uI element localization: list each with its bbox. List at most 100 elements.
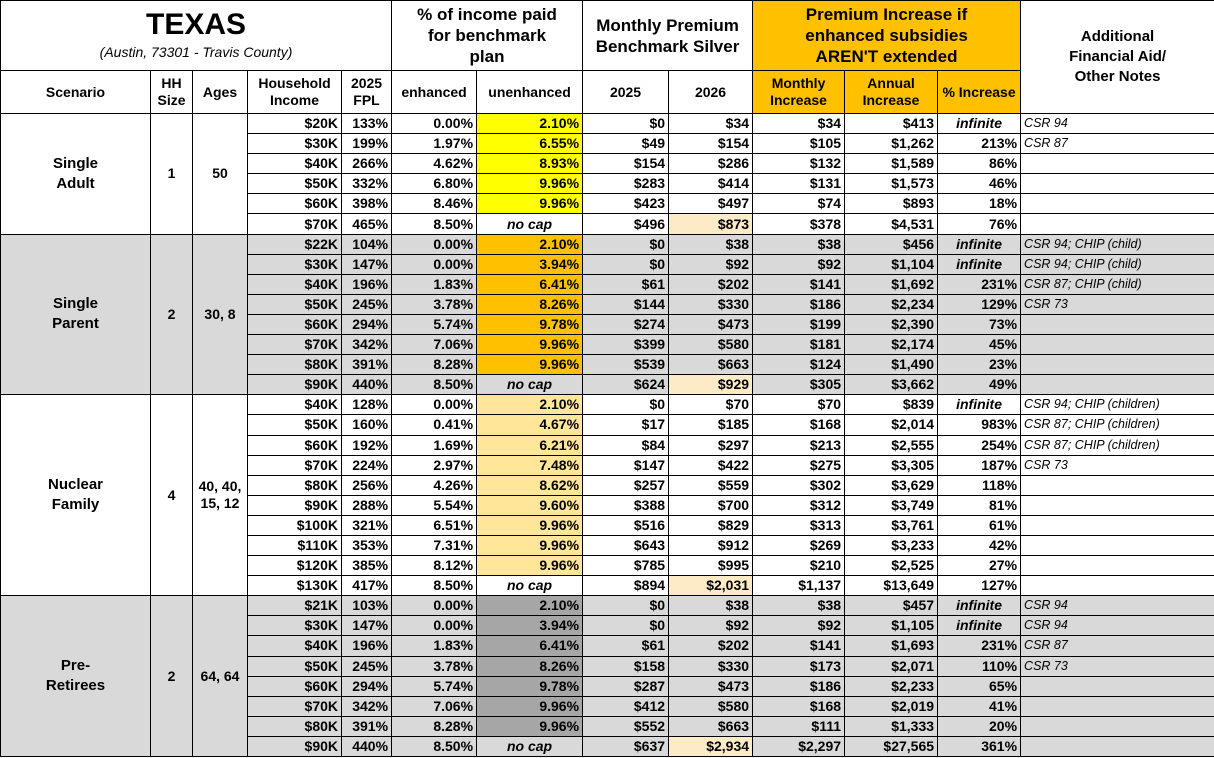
cell: $287 bbox=[582, 675, 670, 697]
cell: $2,934 bbox=[668, 735, 754, 758]
cell: $456 bbox=[844, 233, 939, 255]
cell: $274 bbox=[582, 313, 670, 336]
cell: 9.78% bbox=[476, 675, 584, 697]
group-header: Monthly Premium Benchmark Silver bbox=[582, 0, 754, 71]
cell: $141 bbox=[752, 635, 846, 657]
cell: $70 bbox=[752, 394, 846, 416]
note-cell bbox=[1020, 675, 1214, 697]
cell: 8.26% bbox=[476, 655, 584, 677]
cell: $30K bbox=[247, 133, 342, 155]
cell: $2,390 bbox=[844, 313, 939, 336]
note: CSR 87; CHIP (children) bbox=[1020, 414, 1214, 436]
cell: $3,305 bbox=[844, 454, 939, 476]
cell: 6.80% bbox=[391, 173, 478, 195]
cell: $0 bbox=[582, 615, 670, 637]
group-header: Premium Increase if enhanced subsidies A… bbox=[752, 0, 1022, 71]
cell: $312 bbox=[752, 494, 846, 516]
cell: $2,031 bbox=[668, 575, 754, 597]
cell: 20% bbox=[937, 715, 1022, 737]
cell: $637 bbox=[582, 735, 670, 758]
note-cell bbox=[1020, 494, 1214, 516]
title: TEXAS bbox=[146, 8, 247, 41]
cell: $0 bbox=[582, 253, 670, 275]
cell: 294% bbox=[340, 675, 393, 697]
cell: 6.41% bbox=[476, 273, 584, 295]
cell: $141 bbox=[752, 273, 846, 295]
cell: $2,233 bbox=[844, 675, 939, 697]
cell: $829 bbox=[668, 514, 754, 536]
cell: $30K bbox=[247, 253, 342, 275]
cell: 9.96% bbox=[476, 334, 584, 356]
cell: 0.00% bbox=[391, 615, 478, 637]
table-row: $130K 417% 8.50% no cap $894 $2,031 $1,137 $13,… bbox=[0, 575, 1214, 597]
cell: $643 bbox=[582, 534, 670, 557]
note: CSR 87 bbox=[1020, 133, 1214, 155]
table-row: $110K 353% 7.31% 9.96% $643 $912 $269 $3,233 42% bbox=[0, 534, 1214, 557]
cell: $105 bbox=[752, 133, 846, 155]
cell: $40K bbox=[247, 273, 342, 295]
cell: $2,071 bbox=[844, 655, 939, 677]
cell: no cap bbox=[476, 735, 584, 758]
cell: 9.96% bbox=[476, 514, 584, 536]
cell: 4.67% bbox=[476, 414, 584, 436]
cell: $70K bbox=[247, 695, 342, 717]
cell: 353% bbox=[340, 534, 393, 557]
cell: 245% bbox=[340, 293, 393, 315]
column-header: HH Size bbox=[150, 70, 193, 114]
note: CSR 73 bbox=[1020, 655, 1214, 677]
cell: $873 bbox=[668, 213, 754, 235]
note: CSR 94; CHIP (child) bbox=[1020, 253, 1214, 275]
cell: $0 bbox=[582, 112, 670, 135]
note: CSR 94; CHIP (children) bbox=[1020, 394, 1214, 416]
cell: $929 bbox=[668, 374, 754, 396]
note: CSR 94; CHIP (child) bbox=[1020, 233, 1214, 255]
cell: 187% bbox=[937, 454, 1022, 476]
cell: 147% bbox=[340, 615, 393, 637]
cell: $210 bbox=[752, 555, 846, 577]
note: CSR 87; CHIP (children) bbox=[1020, 434, 1214, 456]
cell: 213% bbox=[937, 133, 1022, 155]
cell: 2.97% bbox=[391, 454, 478, 476]
column-header: 2025 FPL bbox=[340, 70, 393, 114]
cell: $38 bbox=[668, 595, 754, 617]
cell: 49% bbox=[937, 374, 1022, 396]
cell: $80K bbox=[247, 715, 342, 737]
note: CSR 94 bbox=[1020, 595, 1214, 617]
note-cell bbox=[1020, 555, 1214, 577]
cell: $412 bbox=[582, 695, 670, 717]
cell: $3,629 bbox=[844, 474, 939, 496]
cell: 23% bbox=[937, 354, 1022, 376]
cell: $80K bbox=[247, 474, 342, 496]
cell: 1.83% bbox=[391, 635, 478, 657]
cell: 46% bbox=[937, 173, 1022, 195]
table-row: $70K 224% 2.97% 7.48% $147 $422 $275 $3,305 187%… bbox=[0, 454, 1214, 476]
cell: $624 bbox=[582, 374, 670, 396]
cell: 983% bbox=[937, 414, 1022, 436]
cell: 2.10% bbox=[476, 233, 584, 255]
cell: $1,262 bbox=[844, 133, 939, 155]
cell: 1.83% bbox=[391, 273, 478, 295]
cell: 6.51% bbox=[391, 514, 478, 536]
cell: 9.96% bbox=[476, 193, 584, 215]
cell: $181 bbox=[752, 334, 846, 356]
table-row: $80K 256% 4.26% 8.62% $257 $559 $302 $3,629 118% bbox=[0, 474, 1214, 496]
cell: $50K bbox=[247, 655, 342, 677]
table-row: $100K 321% 6.51% 9.96% $516 $829 $313 $3,761 61% bbox=[0, 514, 1214, 536]
cell: $423 bbox=[582, 193, 670, 215]
subtitle: (Austin, 73301 - Travis County) bbox=[99, 44, 293, 60]
cell: 9.96% bbox=[476, 555, 584, 577]
cell: $912 bbox=[668, 534, 754, 557]
table-row: $90K 440% 8.50% no cap $637 $2,934 $2,297 $27,5… bbox=[0, 735, 1214, 758]
cell: 45% bbox=[937, 334, 1022, 356]
cell: $2,555 bbox=[844, 434, 939, 456]
cell: 5.74% bbox=[391, 675, 478, 697]
cell: 3.78% bbox=[391, 293, 478, 315]
table-row: $40K 266% 4.62% 8.93% $154 $286 $132 $1,589 86% bbox=[0, 153, 1214, 175]
note: CSR 87; CHIP (child) bbox=[1020, 273, 1214, 295]
cell: $20K bbox=[247, 112, 342, 135]
cell: $213 bbox=[752, 434, 846, 456]
column-header: Household Income bbox=[247, 70, 342, 114]
table-row: $40K 196% 1.83% 6.41% $61 $202 $141 $1,693 231% C… bbox=[0, 635, 1214, 657]
cell: $580 bbox=[668, 334, 754, 356]
cell: 104% bbox=[340, 233, 393, 255]
